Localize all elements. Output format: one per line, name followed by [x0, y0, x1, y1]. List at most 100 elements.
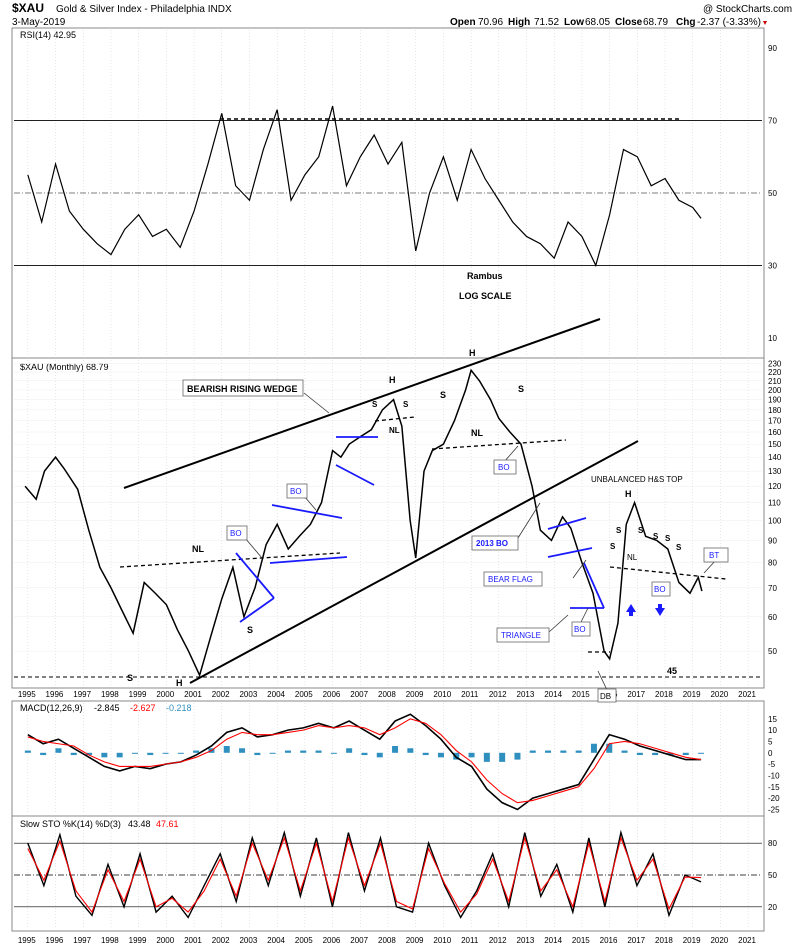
shoulder-s6: S: [610, 542, 616, 551]
sto-title: Slow STO %K(14) %D(3): [20, 819, 121, 829]
bo4-box: [571, 621, 591, 637]
flag-2004-upper: [271, 504, 343, 519]
bear-flag-label: BEAR FLAG: [488, 575, 533, 584]
bear-flag-box: [483, 571, 543, 587]
bo-2013-box: [471, 535, 519, 551]
macd-line: [27, 713, 702, 811]
x-tick-label-bottom: 2005: [295, 936, 313, 945]
price-y-tick: 190: [768, 396, 782, 405]
macd-histogram-bar: [560, 750, 567, 753]
x-tick-label: 2007: [350, 690, 368, 699]
head-2016: H: [625, 489, 632, 499]
shoulder-2007: S: [372, 400, 378, 409]
shoulder-s5: S: [676, 543, 682, 552]
x-tick-label-bottom: 2018: [655, 936, 673, 945]
callout-leader-bo4: [580, 607, 589, 623]
sto-y-tick: 80: [768, 839, 777, 848]
shoulder-s1: S: [616, 526, 622, 535]
x-tick-label-bottom: 2015: [572, 936, 590, 945]
price-y-tick: 50: [768, 647, 777, 656]
chg-label: Chg: [676, 17, 695, 28]
shoulder-s2: S: [638, 526, 644, 535]
macd-y-tick: -20: [768, 794, 780, 803]
x-tick-label: 2008: [378, 690, 396, 699]
bo2-label: BO: [290, 487, 302, 496]
macd-histogram-bar: [606, 743, 613, 753]
x-tick-label-bottom: 2020: [710, 936, 728, 945]
x-tick-label-bottom: 2000: [156, 936, 174, 945]
price-y-tick: 130: [768, 467, 782, 476]
price-y-tick: 210: [768, 377, 782, 386]
macd-histogram-bar: [86, 752, 93, 756]
macd-histogram-bar: [177, 752, 184, 754]
x-tick-label-bottom: 2003: [239, 936, 257, 945]
macd-histogram-bar: [652, 752, 659, 756]
macd-y-tick: -25: [768, 805, 780, 814]
rsi-y-tick: 30: [768, 261, 777, 270]
macd-title: MACD(12,26,9): [20, 703, 83, 713]
x-tick-label: 1998: [101, 690, 119, 699]
ohlc-readout: Open 70.96 High 71.52 Low 68.05 Close 68…: [450, 17, 767, 28]
x-tick-label: 2004: [267, 690, 285, 699]
macd-histogram-bar: [529, 750, 536, 753]
macd-value: -2.845: [94, 703, 120, 713]
macd-y-tick: 0: [768, 749, 773, 758]
price-y-tick: 60: [768, 613, 777, 622]
chg-value: -2.37 (-3.33%): [697, 17, 761, 28]
triangle-2015-upper: [583, 562, 605, 609]
down-arrow-icon: [655, 604, 665, 616]
flag-2006-lower: [335, 464, 375, 486]
triangle-2002-lower: [239, 597, 275, 623]
open-label: Open: [450, 17, 476, 28]
head-2008: H: [389, 375, 396, 385]
low-value: 68.05: [585, 17, 610, 28]
macd-histogram-bar: [468, 752, 475, 758]
x-tick-label: 2001: [184, 690, 202, 699]
x-tick-label: 2010: [433, 690, 451, 699]
bo2-box: [286, 483, 308, 499]
price-y-tick: 220: [768, 368, 782, 377]
macd-histogram-bar: [392, 746, 399, 753]
macd-histogram-bar: [545, 750, 552, 753]
bt-label: BT: [709, 551, 719, 560]
log-scale-label: LOG SCALE: [459, 291, 512, 301]
macd-histogram-bar: [162, 752, 169, 754]
x-tick-label: 1995: [18, 690, 36, 699]
price-y-tick: 200: [768, 386, 782, 395]
x-tick-label-bottom: 2013: [517, 936, 535, 945]
x-tick-label: 2013: [517, 690, 535, 699]
copyright: @ StockCharts.com: [703, 4, 792, 15]
bo-2013-label: 2013 BO: [476, 539, 508, 548]
x-axis-labels: 1995 1995 1996 1996 1997 1997 1998 1998 1999 1999…: [18, 690, 757, 945]
macd-histogram-bar: [116, 752, 123, 758]
bo4-label: BO: [574, 625, 586, 634]
nl3-label: NL: [471, 428, 483, 438]
head-2000: H: [176, 678, 183, 688]
price-y-tick: 160: [768, 428, 782, 437]
callout-leader-bearflag: [572, 559, 587, 579]
x-tick-label-bottom: 2021: [738, 936, 756, 945]
x-tick-label-bottom: 2016: [600, 936, 618, 945]
x-tick-label: 2014: [544, 690, 562, 699]
sto-d-line: [27, 835, 702, 914]
sto-y-tick: 50: [768, 871, 777, 880]
price-y-tick: 180: [768, 406, 782, 415]
neckline-2016: [609, 566, 727, 580]
price-line: [24, 368, 703, 678]
sto-d-value: 47.61: [156, 819, 179, 829]
x-tick-label: 1999: [129, 690, 147, 699]
price-y-tick: 80: [768, 559, 777, 568]
neckline-1999: [119, 552, 341, 568]
price-panel-frame: [11, 357, 765, 689]
pattern-overlays: [14, 118, 762, 691]
price-y-tick: 70: [768, 584, 777, 593]
wedge-upper-trendline: [123, 318, 601, 489]
macd-histogram-bar: [330, 752, 337, 754]
sto-title-group: Slow STO %K(14) %D(3) 43.48 47.61: [20, 819, 179, 829]
macd-histogram-bar: [284, 750, 291, 753]
sto-y-tick: 20: [768, 903, 777, 912]
macd-histogram-bar: [131, 752, 138, 754]
x-tick-label-bottom: 2008: [378, 936, 396, 945]
price-y-tick: 100: [768, 517, 782, 526]
macd-histogram-bar: [147, 752, 154, 756]
